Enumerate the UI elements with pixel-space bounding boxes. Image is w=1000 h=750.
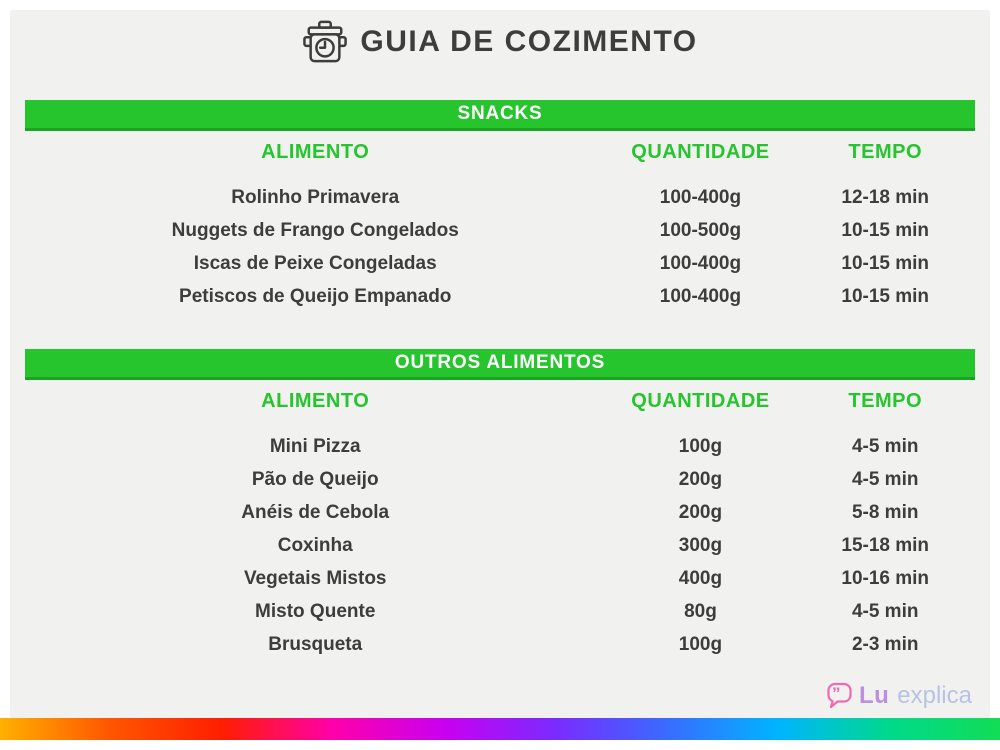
section-outros-alimentos: OUTROS ALIMENTOS ALIMENTO QUANTIDADE TEM… [25, 349, 975, 661]
table-row: Mini Pizza 100g 4-5 min [25, 430, 975, 463]
time-cell: 2-3 min [851, 633, 919, 655]
section-title-bar: SNACKS [25, 100, 975, 131]
time-cell: 10-15 min [841, 219, 930, 241]
table-row: Coxinha 300g 15-18 min [25, 529, 975, 562]
rainbow-bar [0, 718, 1000, 740]
time-cell: 10-15 min [841, 285, 930, 307]
table-row: Nuggets de Frango Congelados 100-500g 10-1… [25, 214, 975, 247]
table-row: Vegetais Mistos 400g 10-16 min [25, 562, 975, 595]
table-row: Pão de Queijo 200g 4-5 min [25, 463, 975, 496]
pot-clock-icon [302, 20, 348, 64]
brand-name-lu: Lu [858, 682, 890, 709]
food-name-cell: Rolinho Primavera [231, 186, 400, 208]
food-name-cell: Brusqueta [268, 633, 363, 655]
table-row: Misto Quente 80g 4-5 min [25, 595, 975, 628]
page-title: GUIA DE COZIMENTO [360, 25, 698, 58]
column-headers: ALIMENTO QUANTIDADE TEMPO [25, 139, 975, 165]
table-row: Iscas de Peixe Congeladas 100-400g 10-15 m… [25, 247, 975, 280]
section-title-bar: OUTROS ALIMENTOS [25, 349, 975, 380]
quantity-cell: 200g [678, 468, 723, 490]
quantity-cell: 100-500g [659, 219, 742, 241]
food-name-cell: Pão de Queijo [251, 468, 379, 490]
time-cell: 4-5 min [851, 468, 919, 490]
food-name-cell: Misto Quente [255, 600, 376, 622]
brand-logo: ” Lu explica [825, 682, 972, 710]
column-headers: ALIMENTO QUANTIDADE TEMPO [25, 388, 975, 414]
time-cell: 4-5 min [851, 600, 919, 622]
column-header-tempo: TEMPO [848, 390, 923, 412]
quantity-cell: 100g [678, 633, 723, 655]
column-header-quantidade: QUANTIDADE [631, 390, 770, 412]
time-cell: 12-18 min [841, 186, 930, 208]
quantity-cell: 100g [678, 435, 723, 457]
column-header-alimento: ALIMENTO [261, 141, 370, 163]
time-cell: 10-15 min [841, 252, 930, 274]
food-name-cell: Petiscos de Queijo Empanado [179, 285, 452, 307]
quantity-cell: 200g [678, 501, 723, 523]
table-rows: Mini Pizza 100g 4-5 min Pão de Queijo 200g 4-… [25, 430, 975, 661]
quantity-cell: 100-400g [659, 285, 742, 307]
quantity-cell: 400g [678, 567, 723, 589]
food-name-cell: Vegetais Mistos [243, 567, 387, 589]
quantity-cell: 100-400g [659, 186, 742, 208]
column-header-quantidade: QUANTIDADE [631, 141, 770, 163]
table-row: Petiscos de Queijo Empanado 100-400g 10-15… [25, 280, 975, 313]
time-cell: 10-16 min [841, 567, 930, 589]
infographic-card: GUIA DE COZIMENTO SNACKS ALIMENTO QUANTI… [10, 10, 990, 718]
time-cell: 5-8 min [851, 501, 919, 523]
food-name-cell: Coxinha [277, 534, 353, 556]
food-name-cell: Anéis de Cebola [241, 501, 390, 523]
column-header-tempo: TEMPO [848, 141, 923, 163]
food-name-cell: Mini Pizza [269, 435, 361, 457]
page-header: GUIA DE COZIMENTO [10, 10, 990, 70]
section-snacks: SNACKS ALIMENTO QUANTIDADE TEMPO Rolinho… [25, 100, 975, 313]
quantity-cell: 300g [678, 534, 723, 556]
speech-bubble-quotes-icon: ” [825, 682, 853, 710]
food-name-cell: Nuggets de Frango Congelados [171, 219, 459, 241]
svg-text:”: ” [832, 684, 841, 703]
time-cell: 15-18 min [841, 534, 930, 556]
table-row: Rolinho Primavera 100-400g 12-18 min [25, 181, 975, 214]
table-rows: Rolinho Primavera 100-400g 12-18 min Nugget… [25, 181, 975, 313]
table-row: Brusqueta 100g 2-3 min [25, 628, 975, 661]
quantity-cell: 80g [684, 600, 717, 622]
table-row: Anéis de Cebola 200g 5-8 min [25, 496, 975, 529]
column-header-alimento: ALIMENTO [261, 390, 370, 412]
food-name-cell: Iscas de Peixe Congeladas [193, 252, 437, 274]
quantity-cell: 100-400g [659, 252, 742, 274]
brand-name-explica: explica [897, 682, 972, 709]
time-cell: 4-5 min [851, 435, 919, 457]
